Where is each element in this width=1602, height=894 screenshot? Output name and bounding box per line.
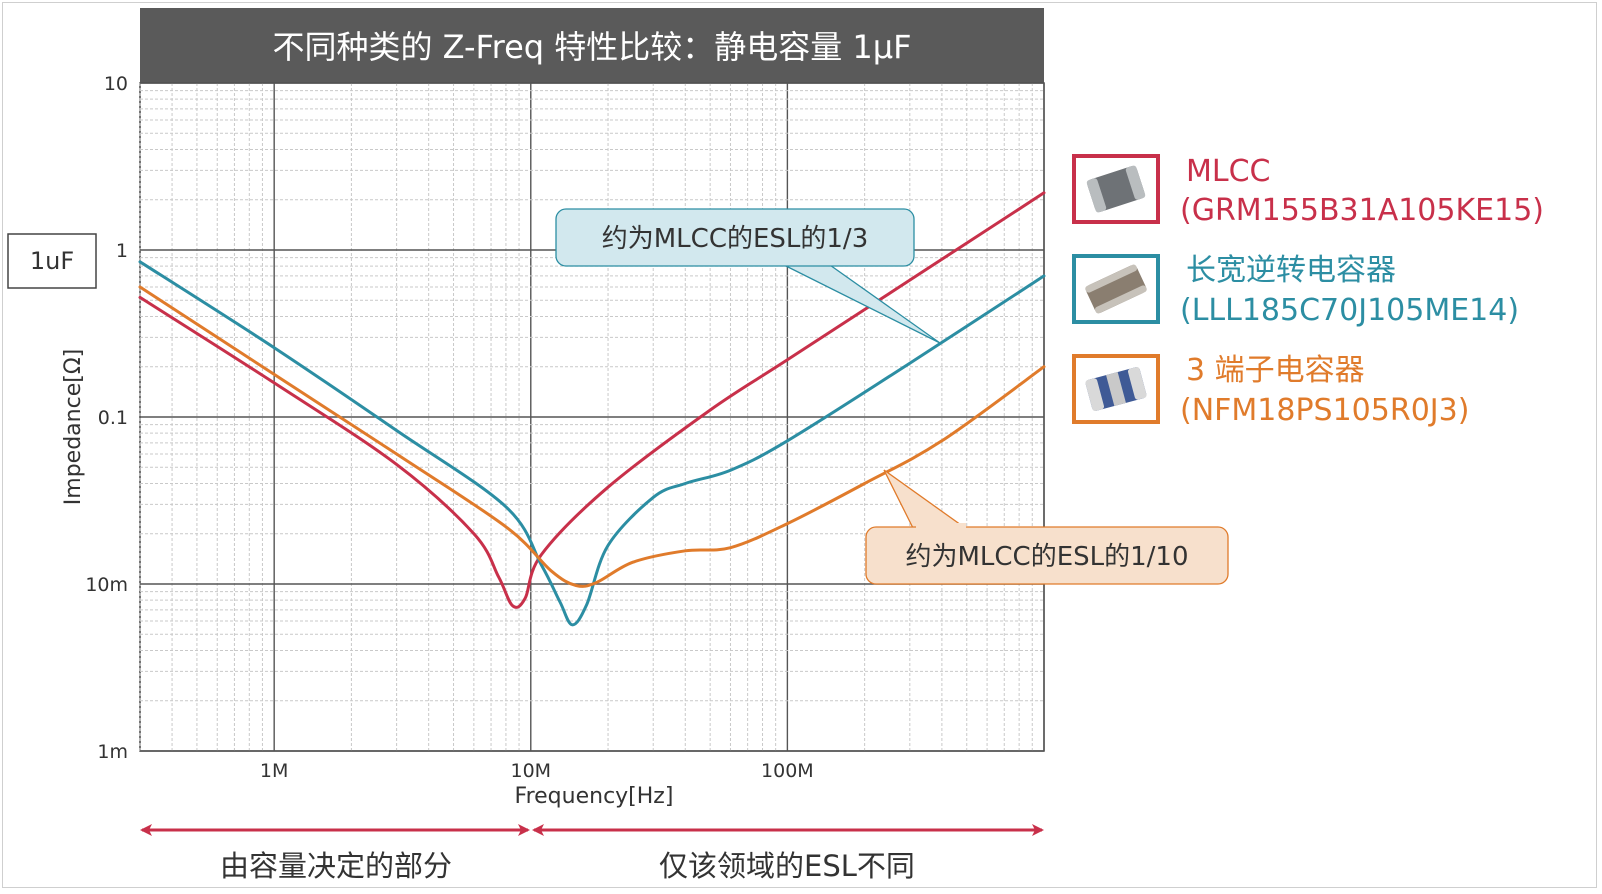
chart-title: 不同种类的 Z-Freq 特性比较：静电容量 1μF — [272, 28, 911, 66]
legend-label-mlcc: MLCC — [1186, 154, 1271, 189]
legend-item-3terminal: 3 端子电容器 (NFM18PS105R0J3) — [1072, 353, 1469, 428]
capacitance-badge-box — [7, 233, 97, 289]
y-tick-label: 10 — [104, 73, 128, 95]
range-label-capacitance: 由容量决定的部分 — [220, 849, 452, 883]
annotation-esl-tenth: 约为MLCC的ESL的1/10 — [865, 469, 1229, 585]
x-tick-label: 1M — [260, 760, 288, 782]
y-tick-label: 10m — [85, 574, 128, 596]
legend-part-reverse: (LLL185C70J105ME14) — [1180, 293, 1519, 328]
series-line-1 — [138, 260, 1046, 627]
y-tick-label: 1 — [116, 240, 128, 262]
legend-item-mlcc: MLCC (GRM155B31A105KE15) — [1072, 154, 1544, 228]
x-axis-label: Frequency[Hz] — [515, 784, 674, 809]
y-axis-label: Impedance[Ω] — [61, 349, 86, 505]
axis-ticks: 1M 10M 100M 1m 10m 0.1 1 10 — [85, 73, 813, 782]
series-line-0 — [138, 191, 1046, 609]
mlcc-chip-icon — [1086, 165, 1146, 213]
range-capacitance: 由容量决定的部分 — [140, 824, 530, 883]
legend-part-mlcc: (GRM155B31A105KE15) — [1180, 193, 1544, 228]
range-label-esl: 仅该领域的ESL不同 — [659, 849, 915, 883]
reverse-chip-icon — [1085, 264, 1147, 314]
3terminal-chip-icon — [1085, 366, 1147, 412]
series-curves — [138, 191, 1046, 627]
x-tick-label: 10M — [510, 760, 551, 782]
legend-label-reverse: 长宽逆转电容器 — [1186, 253, 1396, 288]
y-tick-label: 1m — [97, 741, 128, 763]
legend-label-3terminal: 3 端子电容器 — [1186, 353, 1365, 388]
legend-item-reverse: 长宽逆转电容器 (LLL185C70J105ME14) — [1072, 253, 1519, 328]
range-esl: 仅该领域的ESL不同 — [532, 824, 1044, 883]
capacitance-badge: 1uF — [30, 247, 74, 275]
x-tick-label: 100M — [761, 760, 814, 782]
y-tick-label: 0.1 — [98, 407, 128, 429]
legend: MLCC (GRM155B31A105KE15) 长宽逆转电容器 (LLL185… — [1072, 154, 1544, 428]
annotation-esl-tenth-text: 约为MLCC的ESL的1/10 — [905, 542, 1188, 572]
series-line-2 — [138, 285, 1046, 588]
title-bar — [140, 8, 1044, 83]
annotation-esl-third-text: 约为MLCC的ESL的1/3 — [602, 224, 869, 254]
grid-lines — [139, 82, 1045, 752]
annotation-esl-third: 约为MLCC的ESL的1/3 — [555, 208, 941, 344]
legend-part-3terminal: (NFM18PS105R0J3) — [1180, 393, 1469, 428]
